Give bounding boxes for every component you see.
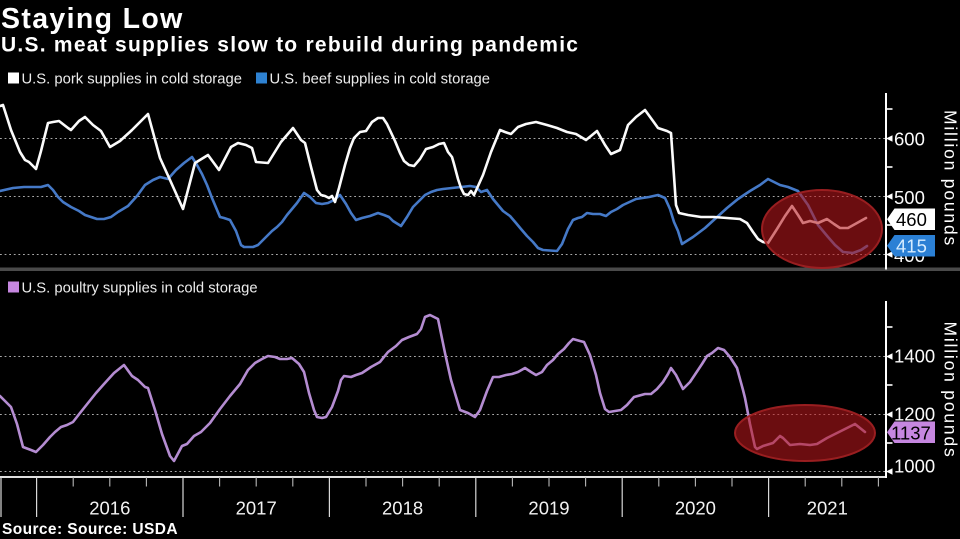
- svg-text:Source: Source: USDA: Source: Source: USDA: [2, 521, 178, 538]
- svg-text:Million pounds: Million pounds: [941, 110, 960, 247]
- svg-text:500: 500: [894, 187, 925, 208]
- svg-text:U.S. beef supplies in cold sto: U.S. beef supplies in cold storage: [270, 72, 490, 88]
- svg-text:460: 460: [896, 209, 927, 230]
- svg-text:1400: 1400: [894, 346, 935, 367]
- svg-text:2018: 2018: [382, 498, 423, 519]
- svg-text:2016: 2016: [89, 498, 130, 519]
- svg-text:2021: 2021: [807, 498, 848, 519]
- svg-text:1137: 1137: [891, 423, 931, 444]
- svg-text:2017: 2017: [236, 498, 277, 519]
- svg-text:600: 600: [894, 129, 925, 150]
- svg-text:Staying Low: Staying Low: [1, 3, 184, 35]
- svg-text:Million pounds: Million pounds: [941, 321, 960, 458]
- svg-text:U.S. pork supplies in cold sto: U.S. pork supplies in cold storage: [22, 72, 242, 88]
- svg-text:2019: 2019: [528, 498, 569, 519]
- svg-text:U.S. poultry supplies in cold: U.S. poultry supplies in cold storage: [22, 281, 258, 297]
- svg-text:2020: 2020: [675, 498, 716, 519]
- svg-text:415: 415: [896, 236, 927, 257]
- svg-text:U.S. meat supplies slow to reb: U.S. meat supplies slow to rebuild durin…: [1, 34, 579, 57]
- svg-text:1000: 1000: [894, 456, 935, 477]
- svg-text:1200: 1200: [894, 404, 935, 425]
